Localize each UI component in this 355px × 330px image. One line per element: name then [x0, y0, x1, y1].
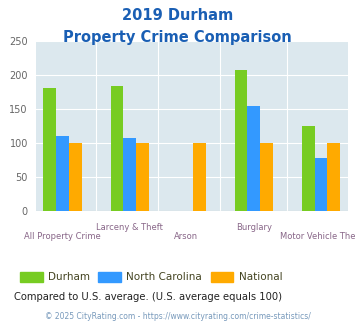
Bar	[193, 143, 206, 211]
Bar	[69, 143, 82, 211]
Bar	[302, 126, 315, 211]
Text: Compared to U.S. average. (U.S. average equals 100): Compared to U.S. average. (U.S. average …	[14, 292, 282, 302]
Text: Burglary: Burglary	[236, 223, 272, 232]
Bar	[111, 86, 123, 211]
Text: 2019 Durham: 2019 Durham	[122, 8, 233, 23]
Bar	[136, 143, 149, 211]
Bar	[235, 71, 247, 211]
Text: Motor Vehicle Theft: Motor Vehicle Theft	[280, 232, 355, 241]
Bar	[56, 136, 69, 211]
Text: All Property Crime: All Property Crime	[24, 232, 101, 241]
Text: © 2025 CityRating.com - https://www.cityrating.com/crime-statistics/: © 2025 CityRating.com - https://www.city…	[45, 312, 310, 321]
Legend: Durham, North Carolina, National: Durham, North Carolina, National	[16, 267, 286, 286]
Text: Arson: Arson	[174, 232, 198, 241]
Bar	[327, 143, 340, 211]
Bar	[315, 158, 327, 211]
Bar	[247, 106, 260, 211]
Bar	[43, 88, 56, 211]
Text: Larceny & Theft: Larceny & Theft	[96, 223, 163, 232]
Text: Property Crime Comparison: Property Crime Comparison	[63, 30, 292, 45]
Bar	[260, 143, 273, 211]
Bar	[123, 138, 136, 211]
